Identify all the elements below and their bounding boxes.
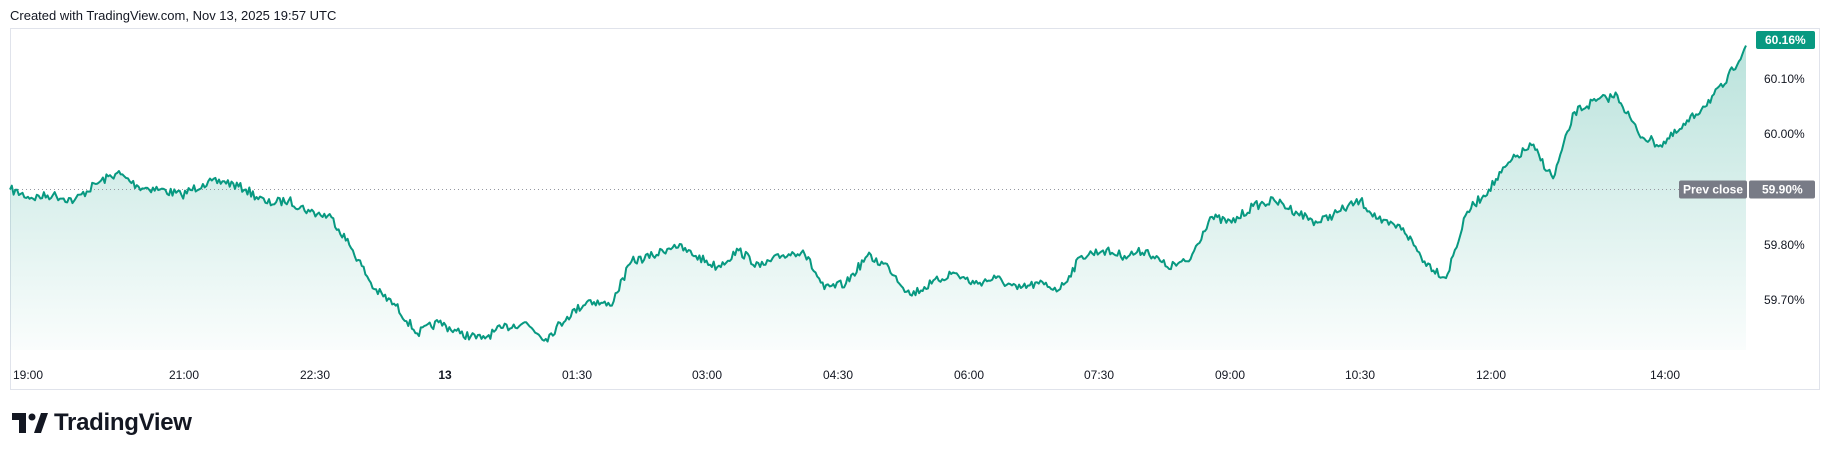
prev-close-label-badge: [1679, 180, 1747, 199]
last-price-value: 60.16%: [1765, 33, 1806, 47]
y-tick-label: 60.00%: [1764, 127, 1805, 141]
x-tick-label: 03:00: [692, 368, 722, 382]
x-tick-label: 21:00: [169, 368, 199, 382]
series-line: [9, 45, 1747, 343]
prev-close-label: Prev close: [1683, 183, 1743, 197]
area-fill: [10, 45, 1746, 350]
x-tick-label: 04:30: [823, 368, 853, 382]
x-tick-label: 09:00: [1215, 368, 1245, 382]
y-tick-label: 59.80%: [1764, 238, 1805, 252]
x-tick-label: 14:00: [1650, 368, 1680, 382]
x-tick-label: 07:30: [1084, 368, 1114, 382]
y-tick-label: 59.70%: [1764, 293, 1805, 307]
price-chart: 60.10% 60.00% 59.80% 59.70% 19:00 21:00 22:30…: [9, 31, 1815, 382]
x-tick-label: 19:00: [13, 368, 43, 382]
x-tick-label: 22:30: [300, 368, 330, 382]
tradingview-logo-icon: [12, 413, 48, 433]
x-tick-label: 12:00: [1476, 368, 1506, 382]
brand-logo: TradingView: [12, 409, 192, 437]
x-tick-label: 13: [438, 368, 452, 382]
prev-close-value-badge: [1749, 180, 1815, 199]
x-tick-label: 01:30: [562, 368, 592, 382]
y-axis: 60.10% 60.00% 59.80% 59.70%: [1764, 72, 1805, 307]
y-tick-label: 60.10%: [1764, 72, 1805, 86]
header-caption: Created with TradingView.com, Nov 13, 20…: [10, 8, 337, 23]
last-price-badge: [1756, 31, 1815, 49]
brand-name: TradingView: [54, 409, 192, 436]
x-tick-label: 06:00: [954, 368, 984, 382]
x-axis: 19:00 21:00 22:30 13 01:30 03:00 04:30 06:00 07:…: [13, 368, 1680, 382]
prev-close-value: 59.90%: [1762, 183, 1803, 197]
x-tick-label: 10:30: [1345, 368, 1375, 382]
price-badges: Prev close 59.90% 60.16%: [1679, 31, 1815, 199]
